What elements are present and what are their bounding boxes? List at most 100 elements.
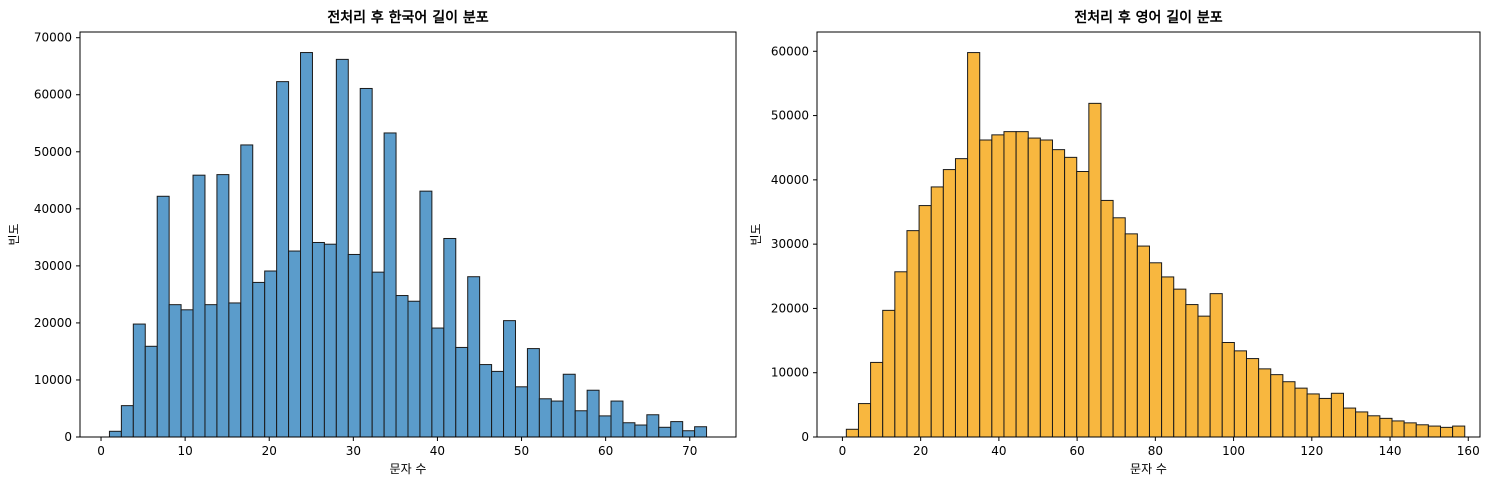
ko-bar bbox=[276, 81, 290, 438]
ko-bar bbox=[431, 327, 445, 438]
en-bar bbox=[1233, 350, 1247, 438]
ko-y-tick-label: 40000 bbox=[34, 202, 72, 216]
en-bar bbox=[1391, 420, 1405, 438]
en-bar bbox=[1209, 293, 1223, 438]
ko-y-tick-label: 30000 bbox=[34, 259, 72, 273]
ko-bar bbox=[514, 386, 528, 438]
en-y-tick-label: 0 bbox=[801, 430, 809, 444]
en-chart: 0 20 40 60 80 100 120 140 160 0 10000 20000 30000 400… bbox=[749, 9, 1481, 476]
en-y-tick-label: 50000 bbox=[771, 109, 809, 123]
ko-bar bbox=[562, 373, 576, 438]
ko-bar bbox=[598, 415, 612, 438]
en-bars bbox=[845, 52, 1466, 438]
en-bar bbox=[1027, 137, 1041, 438]
en-x-axis-label: 문자 수 bbox=[1130, 462, 1167, 476]
ko-bar bbox=[622, 422, 636, 438]
en-bar bbox=[1282, 381, 1296, 438]
en-bar bbox=[1136, 245, 1150, 438]
ko-bar bbox=[658, 426, 672, 438]
ko-bar bbox=[168, 304, 182, 438]
en-bar bbox=[1051, 149, 1066, 438]
ko-bar bbox=[479, 364, 493, 438]
en-bar bbox=[845, 428, 859, 438]
ko-bar bbox=[204, 304, 218, 438]
ko-bar bbox=[288, 250, 302, 438]
en-bar bbox=[1003, 131, 1017, 438]
en-x-tick-label: 60 bbox=[1069, 444, 1084, 458]
ko-x-tick-label: 20 bbox=[262, 444, 277, 458]
en-bar bbox=[906, 230, 920, 438]
ko-x-tick-label: 0 bbox=[97, 444, 105, 458]
ko-bar bbox=[419, 190, 433, 438]
ko-y-tick-label: 20000 bbox=[34, 316, 72, 330]
en-axes-frame bbox=[816, 31, 1481, 438]
en-x-tick-label: 160 bbox=[1457, 444, 1480, 458]
en-bar bbox=[1379, 417, 1393, 438]
en-bar bbox=[1064, 156, 1078, 438]
en-y-tick-label: 40000 bbox=[771, 173, 809, 187]
en-bar bbox=[1039, 139, 1053, 438]
en-bar bbox=[942, 169, 956, 438]
ko-y-tick-label: 70000 bbox=[34, 31, 72, 45]
en-bar bbox=[882, 309, 896, 438]
en-x-tick-label: 120 bbox=[1300, 444, 1323, 458]
en-bar bbox=[1306, 393, 1320, 438]
ko-bar bbox=[550, 400, 564, 438]
en-bar bbox=[918, 205, 932, 438]
en-x-tick-label: 20 bbox=[913, 444, 928, 458]
en-bar bbox=[1076, 171, 1090, 438]
ko-y-tick-label: 50000 bbox=[34, 145, 72, 159]
ko-chart: 0 10 20 30 40 50 60 70 0 10000 20000 30000 40000 5000… bbox=[7, 9, 737, 476]
ko-y-tick-label: 60000 bbox=[34, 88, 72, 102]
en-y-axis-label: 빈도 bbox=[749, 223, 763, 245]
ko-bar bbox=[240, 144, 254, 438]
ko-x-tick-label: 50 bbox=[514, 444, 529, 458]
en-bar bbox=[1197, 315, 1211, 438]
ko-bar bbox=[383, 132, 397, 438]
ko-bar bbox=[371, 271, 385, 438]
en-y-tick-label: 20000 bbox=[771, 301, 809, 315]
ko-bar bbox=[503, 320, 516, 438]
ko-chart-title: 전처리 후 한국어 길이 분포 bbox=[327, 9, 488, 26]
en-y-tick-label: 60000 bbox=[771, 44, 809, 58]
ko-bar bbox=[120, 405, 134, 438]
en-bar bbox=[1221, 342, 1235, 438]
en-bar bbox=[954, 158, 969, 438]
en-bar bbox=[930, 186, 944, 438]
ko-x-tick-label: 10 bbox=[177, 444, 192, 458]
ko-y-tick-label: 10000 bbox=[34, 373, 72, 387]
ko-bar bbox=[311, 241, 325, 438]
en-bar bbox=[1100, 199, 1114, 438]
en-bar bbox=[991, 134, 1005, 438]
en-bar bbox=[1088, 102, 1102, 438]
ko-bar bbox=[682, 430, 696, 438]
en-bar bbox=[1245, 358, 1260, 438]
ko-x-axis-label: 문자 수 bbox=[390, 462, 427, 476]
ko-bar bbox=[323, 243, 337, 438]
ko-bar bbox=[264, 270, 278, 438]
en-bar bbox=[1112, 217, 1126, 438]
en-x-tick-label: 140 bbox=[1379, 444, 1402, 458]
ko-bar bbox=[586, 389, 600, 438]
ko-bar bbox=[610, 400, 624, 438]
en-bar bbox=[1148, 262, 1163, 438]
en-bar bbox=[1427, 425, 1441, 438]
ko-bar bbox=[347, 253, 361, 438]
ko-bar bbox=[538, 398, 552, 438]
en-bar bbox=[1258, 368, 1272, 438]
ko-bar bbox=[694, 426, 708, 438]
en-chart-title: 전처리 후 영어 길이 분포 bbox=[1074, 9, 1222, 26]
en-y-tick-label: 30000 bbox=[771, 237, 809, 251]
ko-bar bbox=[252, 281, 266, 438]
en-bar bbox=[1270, 374, 1284, 438]
en-bar bbox=[1415, 424, 1429, 438]
ko-bar bbox=[407, 300, 421, 438]
en-bar bbox=[857, 403, 872, 438]
ko-bar bbox=[395, 295, 409, 438]
en-bar bbox=[1124, 233, 1138, 438]
en-bar bbox=[1294, 387, 1308, 438]
ko-bar bbox=[156, 195, 170, 438]
ko-y-tick-label: 0 bbox=[64, 430, 72, 444]
